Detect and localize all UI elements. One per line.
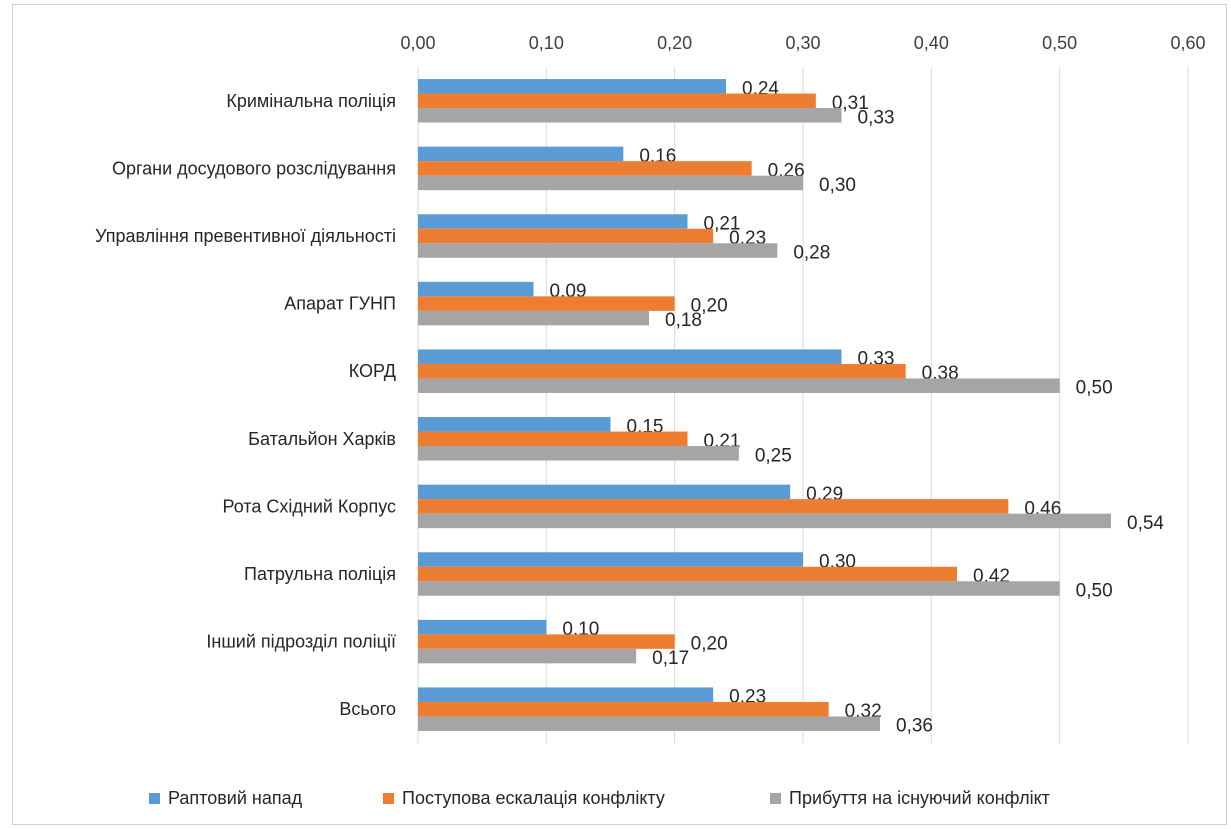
data-label: 0,20 xyxy=(691,634,728,655)
bar xyxy=(418,349,842,364)
bar xyxy=(418,296,675,311)
data-label: 0,18 xyxy=(665,310,702,331)
legend-swatch xyxy=(770,793,781,804)
bar xyxy=(418,648,637,664)
legend-label: Раптовий напад xyxy=(168,788,303,808)
bar xyxy=(418,581,1060,596)
bar xyxy=(418,108,842,123)
category-label: Управління превентивної діяльності xyxy=(95,226,396,246)
bar xyxy=(418,701,829,717)
bar xyxy=(418,499,1009,514)
x-tick-label: 0,50 xyxy=(1042,33,1077,53)
bar xyxy=(418,79,726,94)
bar xyxy=(418,687,714,702)
bar xyxy=(418,281,534,297)
bar xyxy=(418,93,816,109)
x-tick-label: 0,20 xyxy=(657,33,692,53)
bar-chart: 0,00 0,10 0,20 0,30 0,40 0,50 0,60 Кримінальна … xyxy=(95,33,1205,808)
category-label: Інший підрозділ поліції xyxy=(206,632,396,652)
category-label: Рота Східний Корпус xyxy=(223,496,397,516)
bar xyxy=(418,378,1060,393)
data-label: 0,20 xyxy=(691,296,728,317)
category-label: Апарат ГУНП xyxy=(284,294,396,314)
data-label: 0,50 xyxy=(1076,581,1113,602)
bar xyxy=(418,146,624,162)
category-label: Кримінальна поліція xyxy=(226,91,396,111)
chart-frame: 0,00 0,10 0,20 0,30 0,40 0,50 0,60 Кримінальна … xyxy=(12,4,1227,825)
x-tick-label: 0,30 xyxy=(785,33,820,53)
bar xyxy=(418,484,791,500)
data-label: 0,28 xyxy=(793,243,830,264)
legend-label: Прибуття на існуючий конфлікт xyxy=(789,788,1050,808)
x-tick-label: 0,60 xyxy=(1170,33,1205,53)
bar xyxy=(418,566,957,582)
bar xyxy=(418,552,803,567)
category-label: Батальйон Харків xyxy=(248,429,396,449)
data-label: 0,30 xyxy=(819,175,856,196)
bar xyxy=(418,161,752,176)
bar xyxy=(418,431,688,447)
data-label: 0,54 xyxy=(1127,513,1164,534)
bar xyxy=(418,175,803,191)
legend-swatch xyxy=(383,793,394,804)
data-label: 0,25 xyxy=(755,445,792,466)
legend-label: Поступова ескалація конфлікту xyxy=(402,788,665,808)
bar xyxy=(418,446,739,461)
bar xyxy=(418,417,611,432)
bar xyxy=(418,243,778,258)
bar xyxy=(418,513,1111,529)
data-label: 0,17 xyxy=(652,648,689,669)
bar xyxy=(418,214,688,229)
bar xyxy=(418,310,649,326)
data-label: 0,50 xyxy=(1076,378,1113,399)
category-label: Органи досудового розслідування xyxy=(112,158,396,178)
bar xyxy=(418,363,906,379)
bar xyxy=(418,619,547,635)
category-label: КОРД xyxy=(349,361,396,381)
legend-swatch xyxy=(149,793,160,804)
data-label: 0,33 xyxy=(858,107,895,128)
bar xyxy=(418,228,714,244)
category-label: Патрульна поліція xyxy=(244,564,396,584)
x-tick-label: 0,00 xyxy=(400,33,435,53)
bar xyxy=(418,716,880,731)
x-tick-label: 0,10 xyxy=(529,33,564,53)
data-label: 0,36 xyxy=(896,716,933,737)
bar xyxy=(418,634,675,649)
x-tick-label: 0,40 xyxy=(914,33,949,53)
category-label: Всього xyxy=(339,699,396,719)
